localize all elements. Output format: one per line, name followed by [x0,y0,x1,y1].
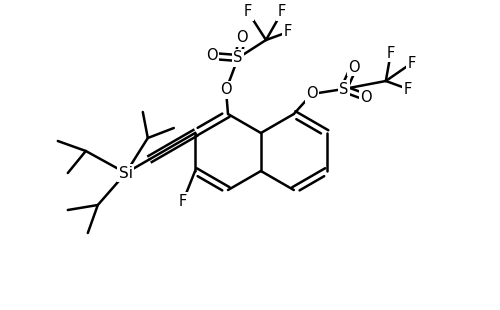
Text: O: O [236,30,248,46]
Text: O: O [220,82,232,98]
Text: O: O [348,60,360,74]
Text: F: F [179,193,187,209]
Text: F: F [408,55,416,70]
Text: Si: Si [119,166,133,180]
Text: F: F [244,5,252,20]
Text: S: S [339,82,348,96]
Text: S: S [234,51,242,65]
Text: O: O [306,86,318,101]
Text: O: O [360,90,372,104]
Text: O: O [206,48,218,64]
Text: F: F [284,24,292,39]
Text: F: F [278,5,286,20]
Text: F: F [386,46,395,60]
Text: F: F [404,82,412,96]
